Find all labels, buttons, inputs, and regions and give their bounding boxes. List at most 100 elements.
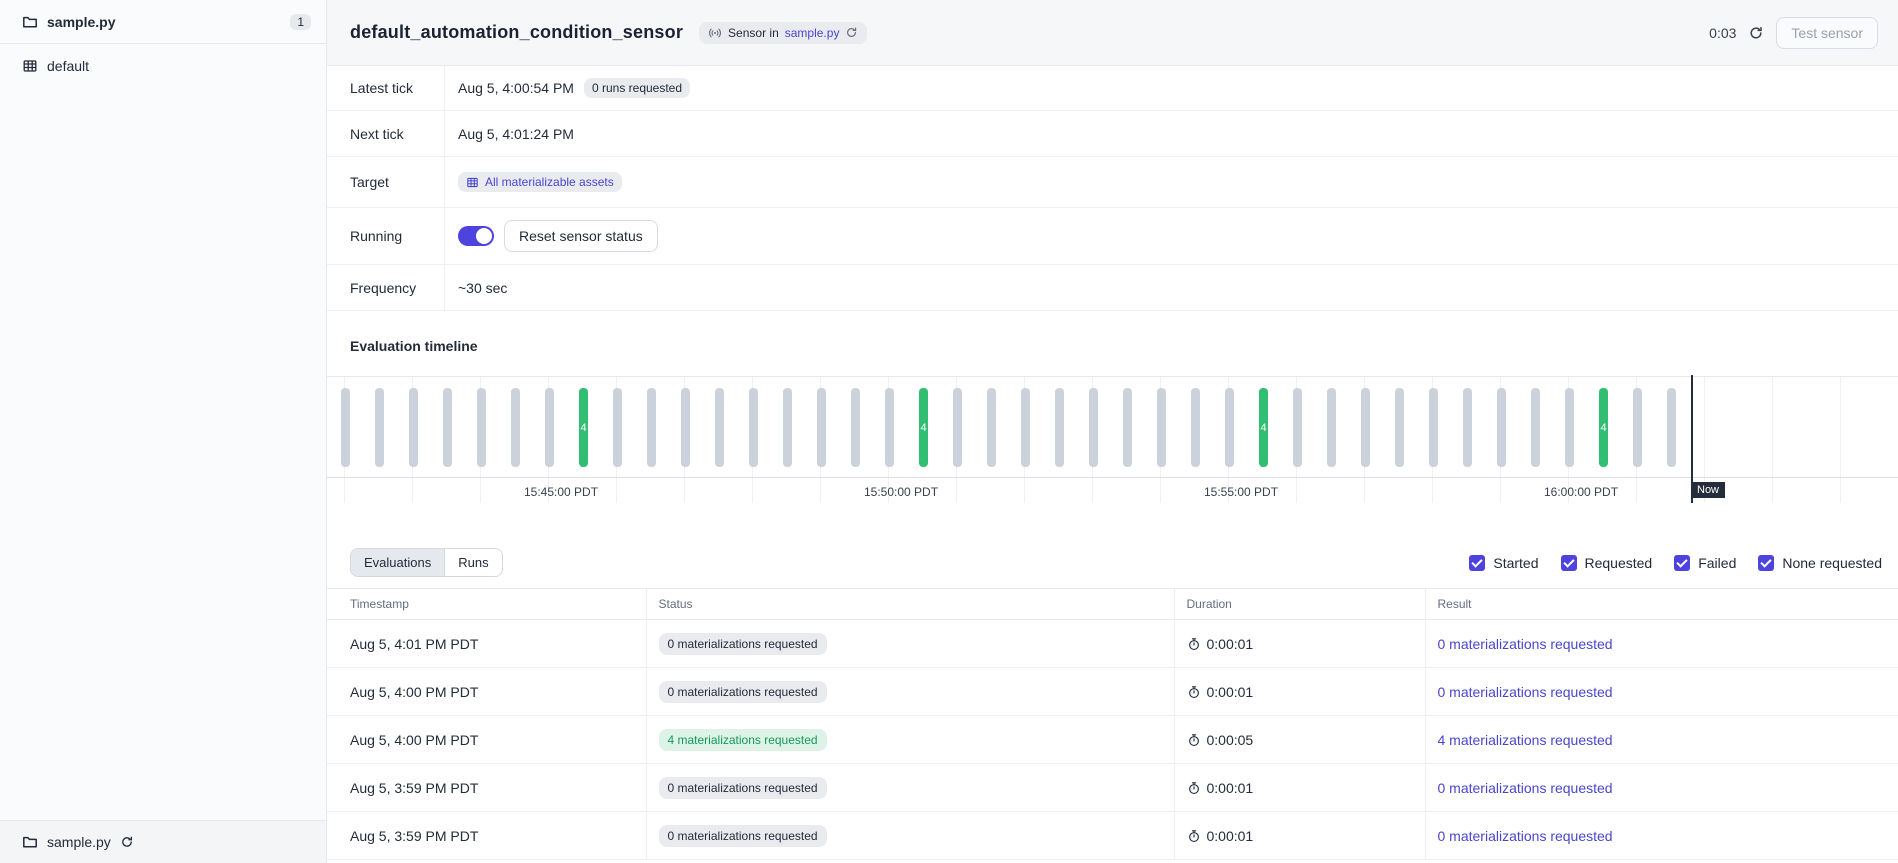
running-toggle[interactable] xyxy=(458,226,494,246)
target-assets-label: All materializable assets xyxy=(485,175,614,189)
tick-bar[interactable] xyxy=(409,388,418,467)
tick-bar[interactable] xyxy=(1021,388,1030,467)
checkbox-icon xyxy=(1561,555,1577,571)
stopwatch-icon xyxy=(1187,637,1201,651)
reset-sensor-status-button[interactable]: Reset sensor status xyxy=(504,220,658,252)
duration-text: 0:00:01 xyxy=(1207,780,1254,796)
tick-bar[interactable] xyxy=(1565,388,1574,467)
result-link[interactable]: 0 materializations requested xyxy=(1438,684,1613,700)
tick-bar[interactable] xyxy=(817,388,826,467)
duration-value: 0:00:01 xyxy=(1187,636,1413,652)
meta-row-next-tick: Next tick Aug 5, 4:01:24 PM xyxy=(327,111,1898,157)
tick-bar[interactable] xyxy=(1293,388,1302,467)
filter-label: Started xyxy=(1493,555,1538,571)
tick-bar[interactable] xyxy=(1395,388,1404,467)
folder-icon xyxy=(22,834,38,850)
tick-bar[interactable] xyxy=(375,388,384,467)
cell-timestamp: Aug 5, 3:59 PM PDT xyxy=(327,812,646,860)
asset-group-icon xyxy=(466,176,479,189)
chart-axis-line xyxy=(327,477,1898,478)
tick-bar[interactable] xyxy=(1191,388,1200,467)
code-location-label: sample.py xyxy=(47,14,115,30)
tick-bar[interactable] xyxy=(477,388,486,467)
tick-bar[interactable] xyxy=(681,388,690,467)
table-row: Aug 5, 4:00 PM PDT 4 materializations req… xyxy=(327,716,1898,764)
tick-bar[interactable] xyxy=(783,388,792,467)
tick-bar[interactable] xyxy=(1497,388,1506,467)
duration-value: 0:00:01 xyxy=(1187,684,1413,700)
evaluations-toolbar: EvaluationsRuns Started Requested Failed No… xyxy=(327,548,1898,577)
tick-bar[interactable] xyxy=(341,388,350,467)
tab-evaluations[interactable]: Evaluations xyxy=(351,549,444,576)
tick-bar[interactable] xyxy=(715,388,724,467)
tick-bar[interactable] xyxy=(851,388,860,467)
tick-bar-requested[interactable]: 4 xyxy=(919,388,928,467)
sidebar-item-default[interactable]: default xyxy=(0,44,326,88)
filter-failed[interactable]: Failed xyxy=(1674,555,1736,571)
tab-runs[interactable]: Runs xyxy=(444,549,501,576)
refresh-icon[interactable] xyxy=(1748,25,1764,41)
tick-bar[interactable] xyxy=(613,388,622,467)
reload-icon[interactable] xyxy=(845,26,858,39)
table-row: Aug 5, 3:59 PM PDT0 materializations req… xyxy=(327,764,1898,812)
stopwatch-icon xyxy=(1187,685,1201,699)
cell-result: 0 materializations requested xyxy=(1425,620,1898,668)
tick-bar[interactable] xyxy=(443,388,452,467)
page-title: default_automation_condition_sensor xyxy=(350,22,683,43)
meta-label: Running xyxy=(327,208,445,264)
tick-status-filters: Started Requested Failed None requested xyxy=(1447,555,1882,571)
test-sensor-button[interactable]: Test sensor xyxy=(1776,17,1878,49)
tick-bar[interactable] xyxy=(1463,388,1472,467)
tick-bar[interactable] xyxy=(885,388,894,467)
cell-result: 0 materializations requested xyxy=(1425,812,1898,860)
cell-duration: 0:00:05 xyxy=(1174,716,1425,764)
result-link[interactable]: 0 materializations requested xyxy=(1438,780,1613,796)
tick-bar-requested[interactable]: 4 xyxy=(1599,388,1608,467)
column-header-duration: Duration xyxy=(1174,589,1425,620)
sidebar-footer-label: sample.py xyxy=(47,834,111,850)
cell-status: 4 materializations requested xyxy=(646,716,1174,764)
tick-bar[interactable] xyxy=(1667,388,1676,467)
reload-icon[interactable] xyxy=(120,835,134,849)
result-link[interactable]: 0 materializations requested xyxy=(1438,636,1613,652)
tick-bar[interactable] xyxy=(1123,388,1132,467)
tick-bar[interactable] xyxy=(1361,388,1370,467)
target-assets-link[interactable]: All materializable assets xyxy=(458,172,622,192)
table-row: Aug 5, 4:01 PM PDT0 materializations req… xyxy=(327,620,1898,668)
cell-duration: 0:00:01 xyxy=(1174,764,1425,812)
filter-started[interactable]: Started xyxy=(1469,555,1538,571)
tick-bar[interactable] xyxy=(1055,388,1064,467)
header-actions: 0:03 Test sensor xyxy=(1709,17,1878,49)
filter-none-requested[interactable]: None requested xyxy=(1758,555,1882,571)
tick-bar[interactable] xyxy=(987,388,996,467)
tick-bar[interactable] xyxy=(511,388,520,467)
sidebar-item-code-location[interactable]: sample.py 1 xyxy=(0,0,326,44)
cell-duration: 0:00:01 xyxy=(1174,668,1425,716)
duration-text: 0:00:01 xyxy=(1207,636,1254,652)
tick-bar[interactable] xyxy=(1089,388,1098,467)
filter-requested[interactable]: Requested xyxy=(1561,555,1653,571)
filter-label: Failed xyxy=(1698,555,1736,571)
tick-bar[interactable] xyxy=(1157,388,1166,467)
tick-bar[interactable] xyxy=(953,388,962,467)
result-link[interactable]: 0 materializations requested xyxy=(1438,828,1613,844)
tick-bar[interactable] xyxy=(749,388,758,467)
folder-icon xyxy=(22,14,38,30)
tick-bar[interactable] xyxy=(1633,388,1642,467)
tick-bar-requested[interactable]: 4 xyxy=(1259,388,1268,467)
tick-bar[interactable] xyxy=(1429,388,1438,467)
now-marker-label: Now xyxy=(1691,482,1725,498)
sensor-badge-file-link[interactable]: sample.py xyxy=(785,26,840,40)
table-row: Aug 5, 4:00 PM PDT0 materializations req… xyxy=(327,668,1898,716)
chart-gridline xyxy=(1772,377,1773,503)
result-link[interactable]: 4 materializations requested xyxy=(1438,732,1613,748)
tick-bar[interactable] xyxy=(1531,388,1540,467)
sensor-icon xyxy=(708,26,722,40)
tick-bar[interactable] xyxy=(1327,388,1336,467)
tick-bar[interactable] xyxy=(545,388,554,467)
tick-bar[interactable] xyxy=(1225,388,1234,467)
tick-bar[interactable] xyxy=(647,388,656,467)
cell-timestamp: Aug 5, 4:00 PM PDT xyxy=(327,716,646,764)
tick-bar-requested[interactable]: 4 xyxy=(579,388,588,467)
status-badge: 4 materializations requested xyxy=(659,729,827,751)
